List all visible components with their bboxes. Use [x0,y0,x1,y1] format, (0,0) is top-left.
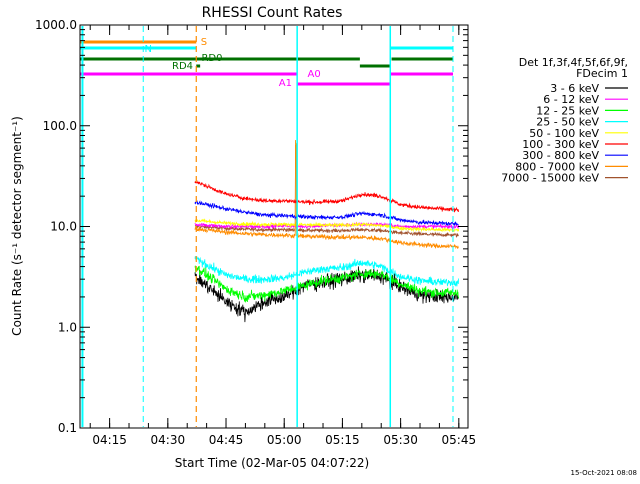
status-label-s: S [201,37,207,48]
legend: Det 1f,3f,4f,5f,6f,9f,FDecim 1 3 - 6 keV6… [501,56,628,185]
status-label-n: N [145,44,152,55]
x-tick-label: 04:15 [92,433,127,447]
y-tick-label: 1.0 [58,320,77,334]
legend-entry-3-6-kev: 3 - 6 keV [550,82,599,95]
y-tick-label: 100.0 [43,119,77,133]
legend-entry-100-300-kev: 100 - 300 keV [522,138,599,151]
y-tick-label: 1000.0 [35,18,77,32]
x-axis-label: Start Time (02-Mar-05 04:07:22) [175,456,369,470]
legend-header: FDecim 1 [576,67,628,80]
series-7000-15000-kev [194,144,459,238]
legend-entry-50-100-kev: 50 - 100 keV [529,127,599,140]
status-label-a1: A1 [279,78,292,89]
x-tick-label: 05:15 [325,433,360,447]
footer-date: 15-Oct-2021 08:08 [571,469,637,477]
legend-entry-800-7000-kev: 800 - 7000 keV [515,160,599,173]
series-300-800-kev [194,200,459,226]
status-label-rd0: RD0 [201,53,222,64]
y-tick-label: 10.0 [50,220,77,234]
series-50-100-kev [194,218,459,233]
x-tick-label: 05:30 [383,433,418,447]
legend-header: Det 1f,3f,4f,5f,6f,9f, [519,56,628,69]
legend-entry-12-25-kev: 12 - 25 keV [536,104,599,117]
y-tick-label: 0.1 [58,421,77,435]
axes: 0.1 1.0 10.0 100.0 1000.0 04:15 04:30 04:45 05:0… [35,18,476,447]
y-axis-label: Count Rate (s⁻¹ detector segment⁻¹) [10,116,24,336]
x-tick-label: 04:30 [151,433,186,447]
series-12-25-kev [194,265,459,303]
status-label-rd4: RD4 [172,61,193,72]
series-3-6-kev [194,266,459,323]
x-tick-label: 05:00 [267,433,302,447]
chart-title: RHESSI Count Rates [202,5,343,21]
series-800-7000-kev [194,139,459,250]
x-tick-label: 05:45 [442,433,477,447]
legend-entry-6-12-kev: 6 - 12 keV [543,93,599,106]
x-tick-label: 04:45 [209,433,244,447]
legend-entry-7000-15000-kev: 7000 - 15000 keV [501,172,599,185]
attenuator-decimation-status-bars: S N RD0 RD4 A0 A1 [80,37,453,89]
status-label-a0: A0 [307,69,320,80]
legend-entry-25-50-kev: 25 - 50 keV [536,116,599,129]
legend-entry-300-800-kev: 300 - 800 keV [522,149,599,162]
series-layer [194,139,459,323]
series-100-300-kev [194,180,459,213]
